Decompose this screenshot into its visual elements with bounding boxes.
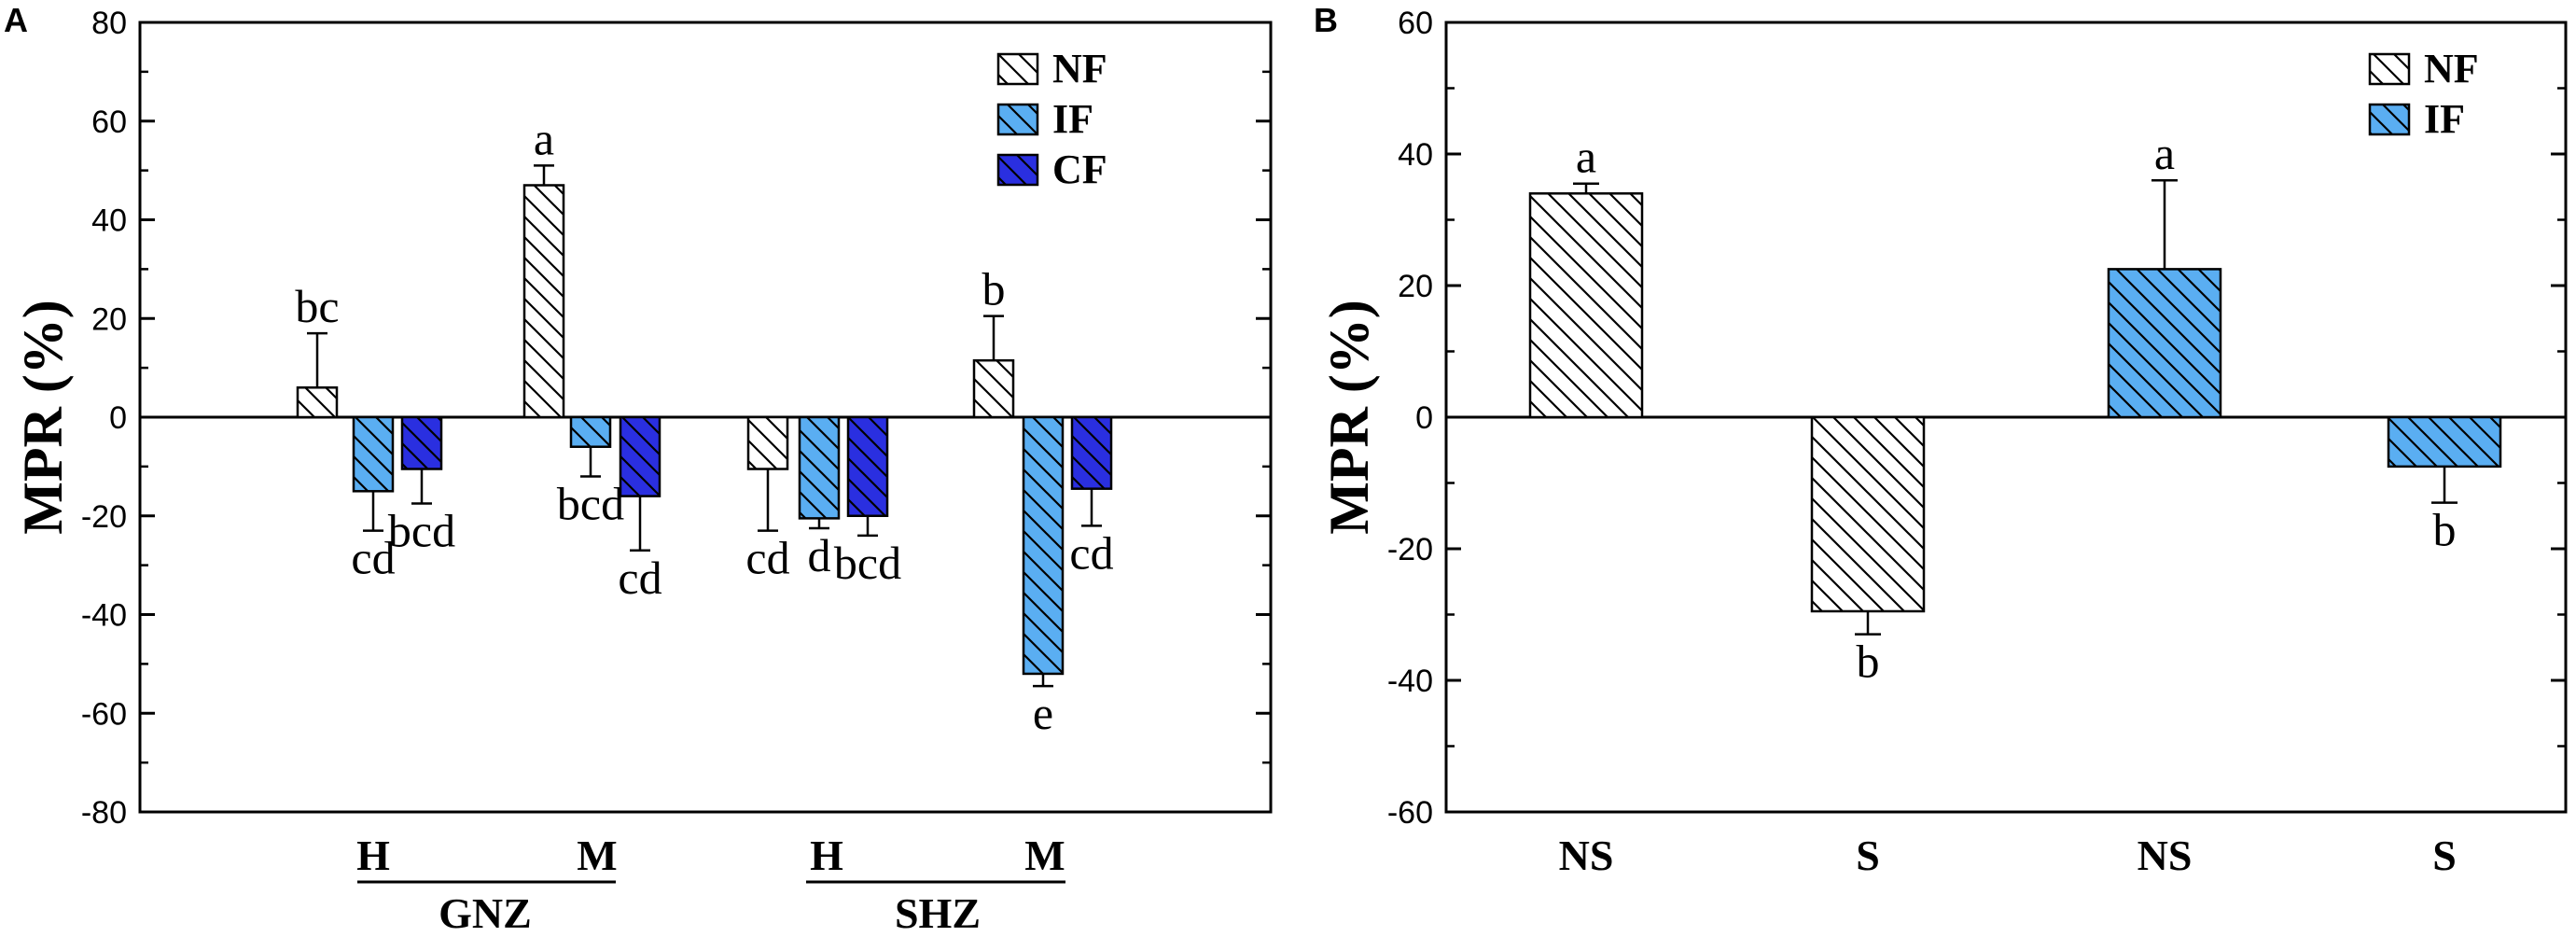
bar-nf-gnz-h xyxy=(296,386,339,419)
bar-if-gnz-m xyxy=(569,415,612,448)
significance-letter: cd xyxy=(745,532,789,584)
legend-swatch-nf xyxy=(996,52,1039,86)
significance-letter: e xyxy=(1033,687,1053,739)
x-tick-ns-2: NS xyxy=(2137,832,2193,879)
bar-if-s-3 xyxy=(2387,415,2502,468)
y-tick-label: -20 xyxy=(81,499,127,535)
legend-swatch-nf xyxy=(2368,52,2411,86)
bar-nf-s-1 xyxy=(1810,415,1926,613)
panel-b-bars: a b a b xyxy=(1528,127,2502,688)
significance-letter: d xyxy=(808,529,831,581)
legend-label-nf: NF xyxy=(2424,46,2479,91)
legend-swatch-if xyxy=(996,103,1039,136)
legend-swatch-cf xyxy=(996,153,1039,187)
panel-a-letter: A xyxy=(4,1,28,39)
y-tick-label: 40 xyxy=(1398,137,1433,173)
y-tick-label: -60 xyxy=(81,696,127,732)
bar-if-shz-m xyxy=(1022,415,1065,676)
significance-letter: cd xyxy=(618,552,661,604)
significance-letter: b xyxy=(2433,504,2457,556)
bar-cf-gnz-m xyxy=(619,415,661,497)
y-tick-label: -60 xyxy=(1387,795,1433,831)
x-tick-s-3: S xyxy=(2432,832,2457,879)
y-tick-label: 0 xyxy=(109,400,127,436)
significance-letter: a xyxy=(2154,127,2175,179)
panel-b: B -60 -40 -20 0 20 40 60 MPR (%) a b a b NS S NS S N… xyxy=(1314,1,2568,879)
x-tick-s-1: S xyxy=(1856,832,1880,879)
significance-letter: b xyxy=(1857,636,1880,688)
y-tick-label: 80 xyxy=(91,6,127,41)
y-tick-label: -40 xyxy=(81,598,127,634)
x-tick-gnz-m: M xyxy=(577,832,617,879)
group-label-shz: SHZ xyxy=(895,889,981,937)
y-tick-label: -80 xyxy=(81,795,127,831)
group-label-gnz: GNZ xyxy=(439,889,532,937)
significance-letter: bcd xyxy=(388,505,455,557)
y-tick-label: -40 xyxy=(1387,664,1433,699)
bar-nf-ns-0 xyxy=(1528,192,1644,419)
panel-b-y-axis: -60 -40 -20 0 20 40 60 xyxy=(1387,6,2566,831)
panel-a-y-label: MPR (%) xyxy=(12,300,74,535)
y-tick-label: 20 xyxy=(91,301,127,337)
significance-letter: b xyxy=(982,263,1006,315)
significance-letter: a xyxy=(534,112,554,164)
panel-b-letter: B xyxy=(1314,1,1338,39)
y-tick-label: 60 xyxy=(1398,6,1433,41)
significance-letter: bcd xyxy=(834,537,901,589)
bar-cf-gnz-h xyxy=(400,415,443,470)
bar-if-ns-2 xyxy=(2107,268,2222,419)
y-tick-label: 0 xyxy=(1415,400,1433,436)
legend-label-cf: CF xyxy=(1052,147,1107,192)
bar-nf-gnz-m xyxy=(522,184,565,419)
panel-a-legend: NF IF CF xyxy=(996,46,1107,192)
bar-if-shz-h xyxy=(798,415,841,520)
legend-swatch-if xyxy=(2368,103,2411,136)
y-tick-label: 40 xyxy=(91,203,127,239)
bar-nf-shz-m xyxy=(972,358,1015,419)
significance-letter: bc xyxy=(295,280,339,332)
panel-b-x-axis: NS S NS S xyxy=(1559,832,2457,879)
panel-a-y-axis: -80 -60 -40 -20 0 20 40 60 80 xyxy=(81,6,1271,831)
y-tick-label: 20 xyxy=(1398,269,1433,304)
panel-a-x-axis: H M H M GNZ SHZ xyxy=(356,832,1065,937)
x-tick-gnz-h: H xyxy=(356,832,390,879)
significance-letter: cd xyxy=(351,532,395,584)
significance-letter: bcd xyxy=(557,477,624,529)
x-tick-shz-h: H xyxy=(810,832,843,879)
legend-label-nf: NF xyxy=(1052,46,1107,91)
panel-b-y-label: MPR (%) xyxy=(1318,300,1380,535)
bar-cf-shz-h xyxy=(846,415,889,517)
x-tick-shz-m: M xyxy=(1024,832,1065,879)
bar-cf-shz-m xyxy=(1070,415,1113,490)
bar-nf-shz-h xyxy=(746,415,789,470)
legend-label-if: IF xyxy=(2424,96,2465,142)
bar-if-gnz-h xyxy=(352,415,395,493)
significance-letter: cd xyxy=(1069,526,1113,579)
x-tick-ns-0: NS xyxy=(1559,832,1614,879)
y-tick-label: 60 xyxy=(91,105,127,140)
y-tick-label: -20 xyxy=(1387,532,1433,567)
legend-label-if: IF xyxy=(1052,96,1093,142)
significance-letter: a xyxy=(1576,131,1596,183)
panel-b-legend: NF IF xyxy=(2368,46,2479,142)
